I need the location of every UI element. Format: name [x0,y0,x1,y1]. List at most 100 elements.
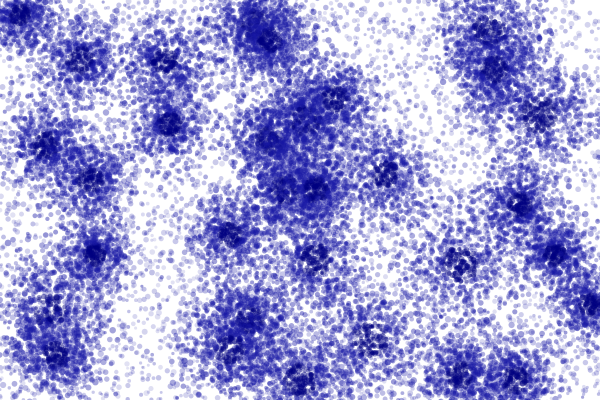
scatter-dot [32,234,39,240]
scatter-dot [403,113,408,119]
scatter-dot [328,1,334,6]
scatter-dot [521,322,527,328]
scatter-dot [19,271,24,277]
scatter-dot [0,264,3,269]
scatter-dot [558,327,562,332]
scatter-dot [125,382,131,389]
scatter-dot [518,201,524,206]
scatter-dot [462,295,467,299]
scatter-dot [456,119,461,123]
scatter-dot [462,124,468,130]
scatter-dot [403,299,407,303]
scatter-dot [592,50,597,54]
scatter-dot [413,102,420,109]
scatter-dot [107,106,112,111]
scatter-dot [500,195,505,201]
scatter-dot [168,94,174,101]
scatter-dot [0,388,2,392]
scatter-dot [549,362,556,368]
scatter-dot [337,328,343,333]
scatter-dot [259,129,265,135]
scatter-dot [298,324,305,331]
scatter-dot [432,17,436,22]
scatter-dot [0,395,3,400]
scatter-dot [511,10,515,14]
scatter-dot [124,361,130,367]
scatter-dot [397,122,402,127]
scatter-dot [235,273,242,279]
scatter-dot [91,390,95,394]
scatter-dot [326,260,331,264]
scatter-dot [511,286,516,291]
scatter-dot [467,43,473,49]
scatter-dot [506,297,510,301]
scatter-dot [0,193,4,200]
scatter-dot [371,225,376,230]
scatter-dot [26,208,31,213]
scatter-dot [365,235,371,241]
scatter-dot [526,246,532,252]
scatter-dot [457,111,463,117]
scatter-dot [575,173,580,177]
scatter-dot [400,86,405,91]
scatter-dot [134,326,138,330]
scatter-dot [49,234,53,238]
scatter-dot [372,31,376,34]
scatter-dot [402,6,408,13]
scatter-dot [5,264,9,268]
scatter-dot [187,291,191,296]
scatter-dot [154,0,159,5]
scatter-dot [452,156,458,162]
scatter-dot [18,67,22,72]
scatter-dot [191,345,197,351]
scatter-dot [0,53,2,58]
scatter-dot [130,223,136,229]
scatter-dot [247,28,251,32]
scatter-dot [558,336,563,341]
scatter-dot [170,189,174,193]
scatter-dot [33,358,40,364]
scatter-dot [346,35,353,42]
scatter-dot [371,160,376,165]
scatter-dot [477,217,481,222]
scatter-dot [435,83,441,89]
scatter-dot [75,81,80,86]
scatter-dot [61,26,66,31]
scatter-dot [406,98,411,104]
scatter-dot [2,59,6,64]
scatter-dot [205,297,209,301]
scatter-dot [498,348,503,353]
scatter-dot [355,9,360,14]
scatter-dot [558,348,564,354]
scatter-dot [153,105,157,109]
scatter-dot [194,250,199,255]
scatter-dot [345,12,349,16]
scatter-dot [63,225,68,231]
scatter-dot [582,173,586,177]
scatter-dot [554,32,559,36]
scatter-dot [235,318,240,324]
scatter-dot [418,129,423,134]
scatter-dot [54,150,60,157]
scatter-dot [161,192,168,199]
scatter-dot [589,325,596,332]
scatter-dot [141,14,146,20]
scatter-dot [156,205,160,209]
scatter-dot [83,206,87,210]
scatter-dot [170,280,175,285]
scatter-dot [550,169,556,175]
scatter-dot [355,18,361,23]
scatter-dot [548,306,553,311]
scatter-dot [135,88,141,94]
scatter-dot [119,353,125,359]
scatter-dot [549,351,554,357]
scatter-dot [447,7,452,11]
scatter-dot [27,378,33,383]
scatter-dot [19,239,23,244]
scatter-dot [359,391,363,395]
scatter-dot [62,140,67,144]
scatter-dot [507,73,512,78]
scatter-dot [127,309,131,314]
scatter-dot [88,3,91,7]
scatter-dot [529,315,533,319]
